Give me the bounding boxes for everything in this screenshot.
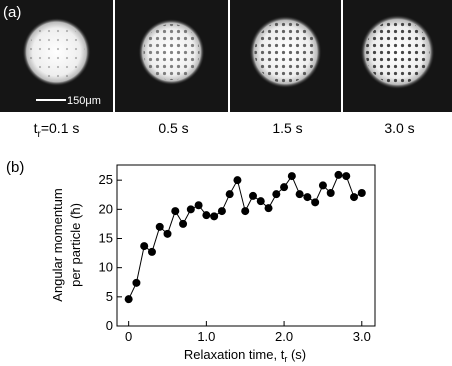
x-axis-label-unit: (s) <box>287 347 306 362</box>
y-tick-label: 25 <box>99 172 113 187</box>
frame-caption: 1.5 s <box>272 120 302 136</box>
caption-part: 0.5 s <box>158 120 188 136</box>
caption-part: r <box>38 129 42 140</box>
data-point <box>147 247 156 256</box>
y-tick-label: 10 <box>99 260 113 275</box>
x-tick-label: 1.0 <box>197 329 215 344</box>
particle-lattice <box>254 21 317 83</box>
particle-lattice <box>28 24 85 80</box>
x-axis-label-text: Relaxation time, t <box>184 347 285 362</box>
y-axis-label: per particle (ħ) <box>68 203 83 287</box>
data-point <box>140 242 149 251</box>
data-point <box>357 189 366 197</box>
data-point <box>342 172 351 181</box>
y-tick-label: 0 <box>106 318 113 333</box>
data-point <box>311 198 320 207</box>
data-point <box>303 193 312 202</box>
data-point <box>163 229 172 238</box>
data-point <box>334 170 343 179</box>
image-panels <box>0 0 452 112</box>
y-tick-label: 20 <box>99 201 113 216</box>
x-tick-label: 2.0 <box>275 329 293 344</box>
data-point <box>155 222 164 231</box>
scale-bar-label: 150μm <box>67 95 101 107</box>
data-point <box>171 207 180 216</box>
frame-caption: tr=0.1 s <box>34 120 80 140</box>
data-point <box>233 176 242 185</box>
data-point <box>132 278 141 287</box>
data-point <box>318 181 327 190</box>
caption-part: t <box>34 120 38 136</box>
data-point <box>280 183 289 192</box>
y-axis-label: Angular momentum <box>50 188 65 301</box>
y-tick-label: 5 <box>106 289 113 304</box>
data-point <box>287 172 296 181</box>
frame-caption: 0.5 s <box>158 120 188 136</box>
data-point <box>179 219 188 228</box>
data-point <box>124 295 133 304</box>
data-point <box>350 193 359 202</box>
data-point <box>326 189 335 197</box>
data-point <box>256 197 265 206</box>
x-axis-label-sub: r <box>284 354 287 364</box>
caption-part: 1.5 s <box>272 120 302 136</box>
data-point <box>295 190 304 199</box>
data-point <box>272 190 281 199</box>
data-point <box>186 205 195 214</box>
panel-label: (a) <box>3 4 21 21</box>
particle-lattice <box>365 20 430 84</box>
frame-caption: 3.0 s <box>384 120 414 136</box>
data-point <box>194 201 203 210</box>
data-point <box>225 190 234 199</box>
x-tick-label: 3.0 <box>353 329 371 344</box>
particle-lattice <box>143 24 200 80</box>
data-point <box>248 191 257 200</box>
x-axis-label: Relaxation time, tr (s) <box>184 347 306 364</box>
data-point <box>264 204 273 213</box>
data-point <box>241 207 250 216</box>
caption-part: 3.0 s <box>384 120 414 136</box>
caption-part: =0.1 s <box>41 120 80 136</box>
y-tick-label: 15 <box>99 231 113 246</box>
data-point <box>210 212 219 221</box>
plot-frame <box>116 164 376 327</box>
panel-label: (b) <box>6 159 24 176</box>
x-tick-label: 0 <box>125 329 132 344</box>
data-point <box>217 207 226 216</box>
data-point <box>202 211 211 220</box>
